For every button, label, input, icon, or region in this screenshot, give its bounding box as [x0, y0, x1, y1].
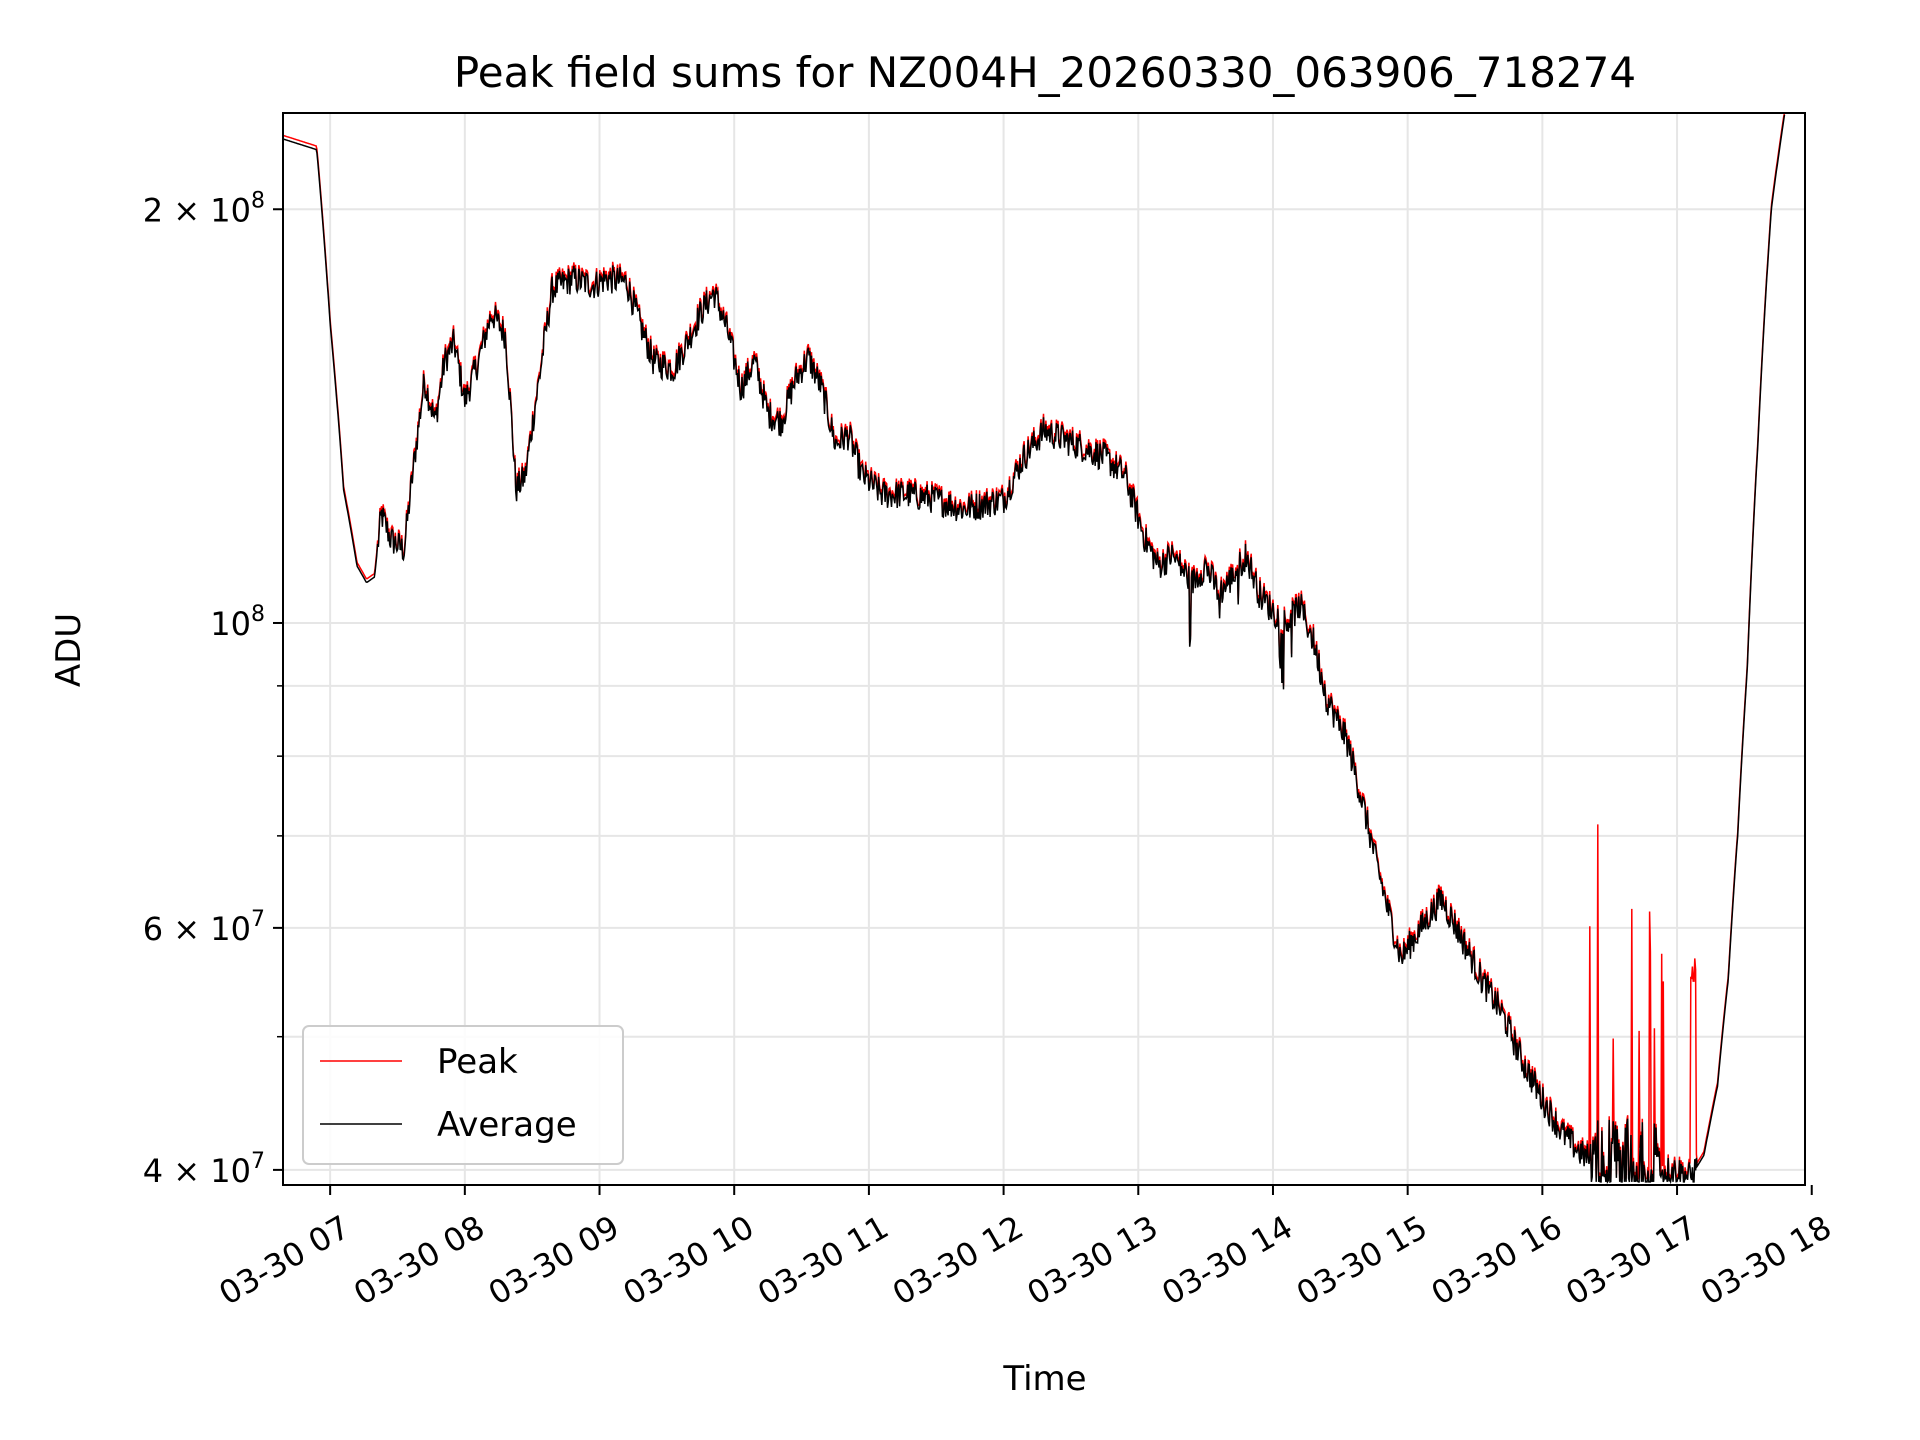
- series-layer: [283, 113, 1786, 1185]
- y-tick-label-2-108: 2 × 108: [143, 188, 265, 229]
- series-line-average: [283, 114, 1786, 1185]
- y-axis-label: ADU: [49, 613, 89, 687]
- y-tick-label-4-107: 4 × 107: [143, 1149, 265, 1190]
- legend-label-average: Average: [437, 1105, 577, 1145]
- legend-label-peak: Peak: [437, 1042, 518, 1082]
- y-tick-label-108: 108: [210, 602, 265, 643]
- chart-title: Peak field sums for NZ004H_20260330_0639…: [454, 48, 1636, 97]
- y-tick-label-6-107: 6 × 107: [143, 907, 265, 948]
- plot-frame: [282, 112, 1806, 1186]
- legend: Peak Average: [302, 1025, 624, 1165]
- x-axis-label: Time: [1002, 1359, 1086, 1399]
